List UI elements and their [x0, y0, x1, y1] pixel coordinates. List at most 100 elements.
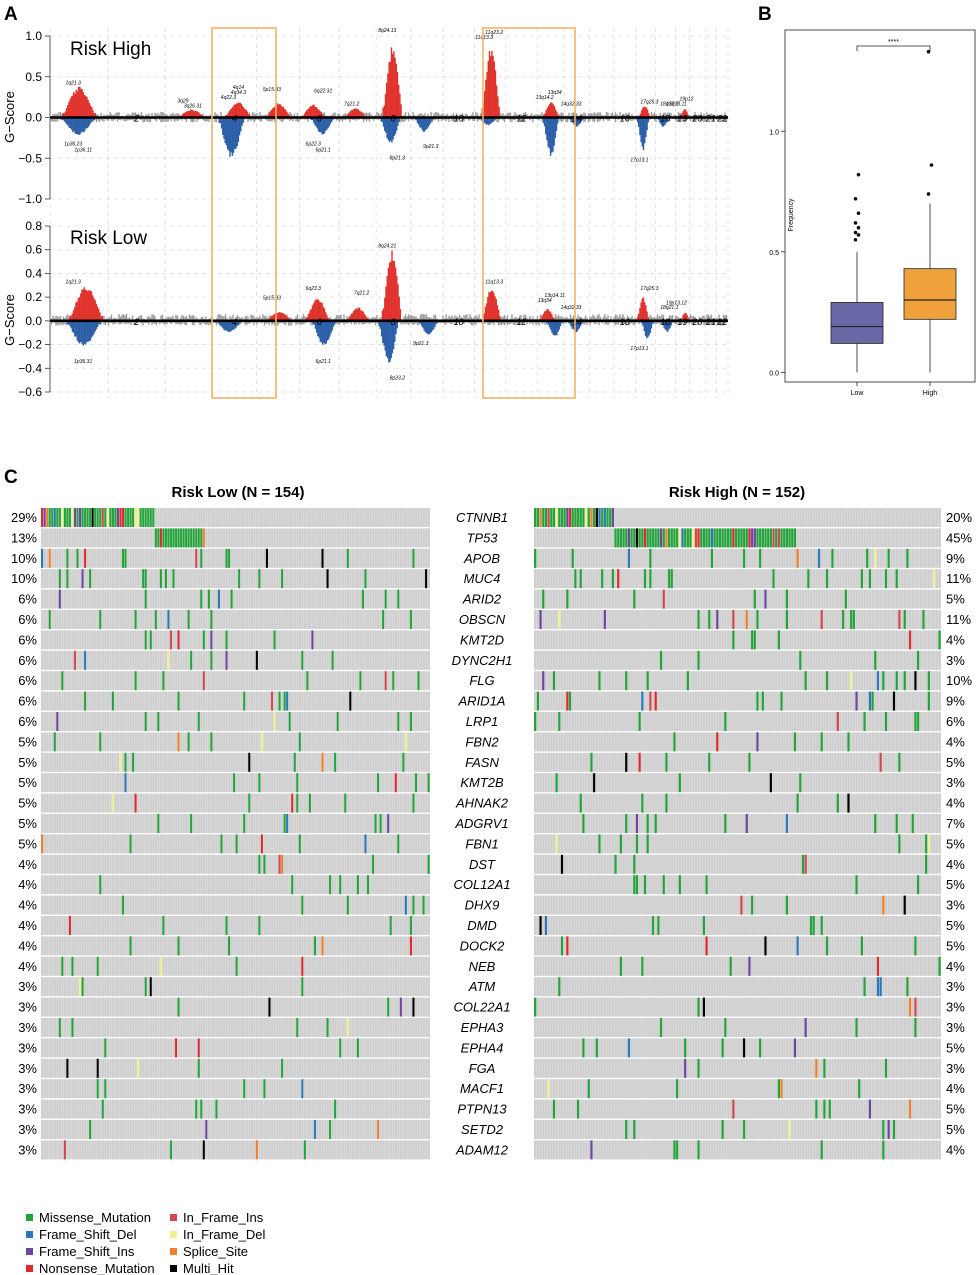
gene-label: PTPN13	[457, 1102, 507, 1117]
high-frequency-label: 5%	[946, 592, 965, 607]
mutation-cell	[364, 569, 367, 589]
mutation-cell	[922, 610, 925, 629]
mutation-cell	[195, 548, 198, 568]
significance-bracket	[856, 45, 931, 51]
mutation-cell	[825, 569, 829, 589]
mutation-cell	[611, 508, 614, 527]
mutation-cell	[154, 528, 157, 548]
cytoband-label: 17q25.3	[640, 286, 658, 292]
mutation-cell	[804, 1018, 807, 1037]
mutation-cell	[892, 1120, 896, 1139]
cytoband-label: 6p21.1	[316, 359, 332, 365]
mutation-cell	[874, 548, 877, 568]
chromosome-label: 8	[391, 114, 396, 124]
mutation-cell	[675, 528, 679, 548]
mutation-cell	[860, 569, 863, 589]
mutation-cell	[260, 732, 263, 752]
cytoband-label: 7q21.2	[344, 102, 360, 108]
mutation-cell	[659, 528, 663, 548]
mutation-cell	[592, 508, 596, 527]
mutation-cell	[678, 528, 681, 548]
mutation-cell	[924, 854, 928, 874]
cytoband-label: 1p36.31	[74, 359, 92, 365]
mutation-cell	[172, 528, 175, 548]
mutation-cell	[344, 793, 347, 813]
mutation-cell	[686, 671, 689, 691]
mutation-cell	[633, 854, 636, 874]
y-tick-label: 0.2	[25, 290, 42, 304]
low-frequency-label: 6%	[18, 714, 37, 729]
chromosome-label: 16	[620, 317, 630, 327]
high-frequency-label: 4%	[946, 632, 965, 647]
mutation-cell	[205, 1120, 208, 1139]
gene-label: ARID1A	[458, 694, 506, 709]
mutation-cell	[721, 1038, 724, 1058]
cytoband-label: 11q23.2	[485, 30, 503, 36]
chromosome-label: 22	[716, 114, 727, 124]
x-tick-label: High	[923, 390, 938, 397]
mutation-cell	[745, 814, 748, 833]
mutation-cell	[409, 936, 412, 956]
mutation-cell	[379, 814, 382, 833]
low-frequency-label: 10%	[11, 571, 37, 586]
mutation-cell	[742, 548, 746, 568]
mutation-cell	[587, 1079, 590, 1099]
low-frequency-label: 5%	[18, 836, 37, 851]
mutation-cell	[313, 936, 316, 956]
mutation-cell	[104, 1079, 107, 1099]
mutation-cell	[66, 508, 69, 527]
mutation-cell	[625, 528, 628, 548]
mutation-cell	[823, 1099, 826, 1119]
mutation-cell	[422, 895, 425, 915]
high-frequency-label: 5%	[946, 1122, 965, 1137]
mutation-cell	[41, 548, 44, 568]
chromosome-label: 20	[691, 317, 702, 327]
mutation-cell	[625, 752, 628, 772]
mutation-cell	[595, 508, 598, 527]
mutation-cell	[774, 528, 778, 548]
mutation-cell	[582, 1038, 585, 1058]
mutation-cell	[748, 528, 751, 548]
chromosome-label: 12	[516, 114, 526, 124]
mutation-cell	[584, 508, 588, 527]
cytoband-label: 13q14.11	[544, 293, 565, 299]
mutation-cell	[753, 589, 756, 609]
box-outlier	[856, 233, 861, 237]
mutation-cell	[649, 691, 652, 711]
mutation-cell	[799, 650, 802, 670]
mutation-cell	[81, 977, 84, 997]
mutation-cell	[119, 508, 122, 527]
mutation-cell	[844, 589, 847, 609]
chromosome-label: 16	[620, 114, 630, 124]
mutation-cell	[200, 1099, 203, 1119]
gene-label: KMT2D	[460, 632, 504, 647]
mutation-cell	[164, 528, 167, 548]
mutation-cell	[625, 671, 628, 691]
high-frequency-label: 45%	[946, 530, 972, 545]
mutation-cell	[745, 610, 748, 629]
mutation-cell	[71, 508, 74, 527]
y-tick-label: −0.6	[18, 385, 42, 399]
mutation-cell	[136, 508, 140, 527]
low-frequency-label: 6%	[18, 673, 37, 688]
mutation-cell	[129, 508, 132, 527]
mutation-cell	[855, 875, 858, 895]
low-frequency-label: 3%	[18, 1061, 37, 1076]
mutation-cell	[280, 854, 284, 874]
mutation-cell	[882, 1140, 885, 1160]
mutation-cell	[702, 916, 706, 935]
mutation-cell	[836, 712, 839, 731]
mutation-cell	[308, 793, 311, 813]
mutation-cell	[756, 691, 759, 711]
mutation-cell	[162, 671, 165, 691]
box-outlier	[856, 211, 861, 216]
mutation-cell	[397, 589, 400, 609]
mutation-cell	[665, 752, 668, 772]
mutation-cell	[916, 712, 920, 731]
mutation-cell	[81, 508, 84, 527]
mutation-cell	[932, 569, 936, 589]
mutation-cell	[68, 916, 71, 935]
mutation-cell	[750, 895, 754, 915]
mutation-cell	[697, 1140, 700, 1160]
low-frequency-label: 6%	[18, 612, 37, 627]
